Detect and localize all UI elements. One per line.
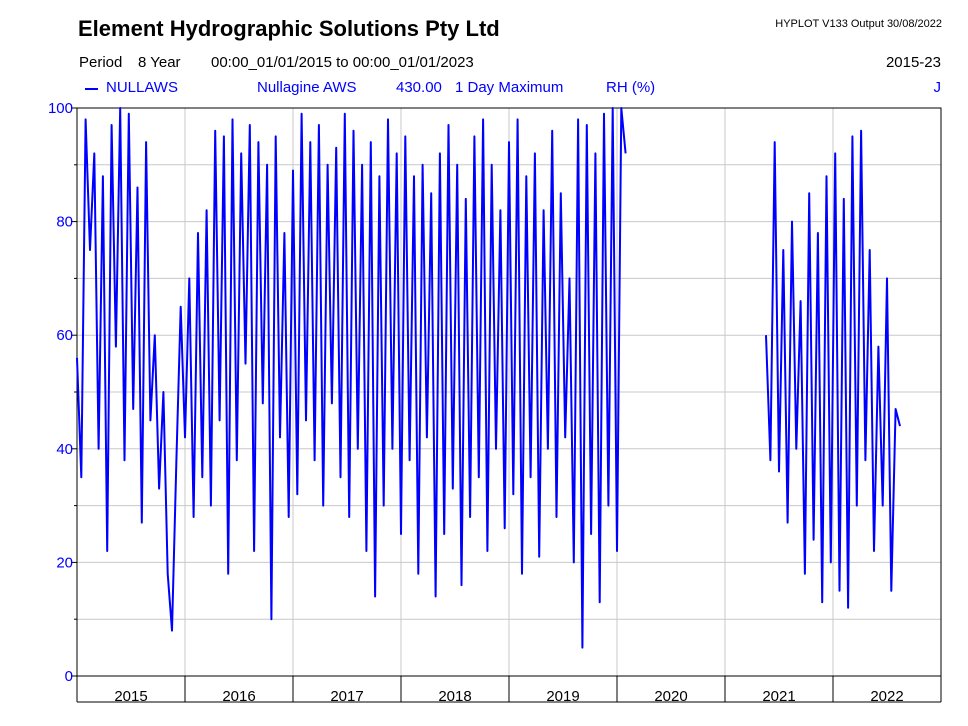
y-tick-label: 40 — [56, 441, 73, 458]
y-tick-label: 80 — [56, 214, 73, 231]
legend-swatch — [85, 88, 98, 90]
y-tick-label: 60 — [56, 327, 73, 344]
x-tick-label: 2015 — [114, 688, 147, 705]
x-tick-label: 2016 — [222, 688, 255, 705]
x-tick-label: 2020 — [654, 688, 687, 705]
period-value: 8 Year — [138, 54, 181, 71]
legend-units: RH (%) — [606, 79, 656, 96]
y-tick-label: 20 — [56, 554, 73, 571]
chart-title: Element Hydrographic Solutions Pty Ltd — [78, 16, 500, 41]
legend-variable-code: 430.00 — [396, 79, 442, 96]
x-tick-label: 2021 — [762, 688, 795, 705]
x-tick-label: 2018 — [438, 688, 471, 705]
x-tick-label: 2019 — [546, 688, 579, 705]
date-range: 00:00_01/01/2015 to 00:00_01/01/2023 — [211, 54, 474, 71]
y-tick-label: 0 — [65, 668, 73, 685]
x-tick-label: 2022 — [870, 688, 903, 705]
series-line — [76, 107, 627, 649]
year-range: 2015-23 — [885, 54, 941, 71]
legend-site-name: Nullagine AWS — [257, 79, 357, 96]
series-line — [765, 129, 901, 609]
y-tick-label: 100 — [48, 100, 73, 117]
period-label: Period — [79, 54, 123, 71]
x-tick-label: 2017 — [330, 688, 363, 705]
legend-quality-flag: J — [933, 79, 942, 96]
legend-statistic: 1 Day Maximum — [455, 79, 564, 96]
legend-site-code: NULLAWS — [106, 79, 178, 96]
program-version: HYPLOT V133 Output 30/08/2022 — [775, 18, 942, 30]
